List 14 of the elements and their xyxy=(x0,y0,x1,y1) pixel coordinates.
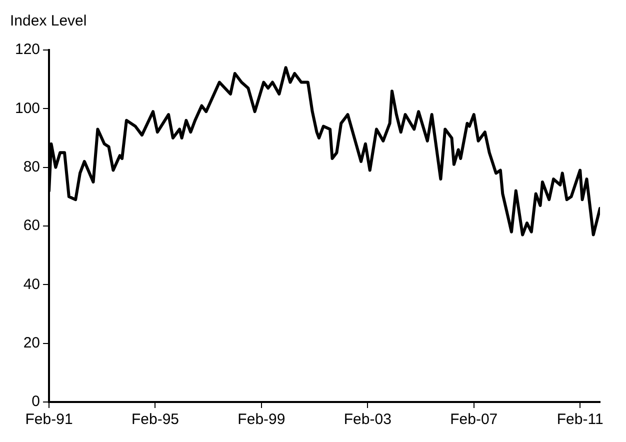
x-tick-label: Feb-99 xyxy=(238,411,286,428)
x-tick-label: Feb-03 xyxy=(344,411,392,428)
y-tick-label: 100 xyxy=(14,100,40,117)
x-tick-label: Feb-11 xyxy=(556,411,604,428)
y-tick-label: 80 xyxy=(23,158,40,176)
x-tick-label: Feb-91 xyxy=(25,411,73,428)
y-tick-label: 0 xyxy=(32,393,40,410)
y-axis-title: Index Level xyxy=(10,12,87,30)
y-tick-label: 40 xyxy=(23,276,40,293)
x-tick-label: Feb-95 xyxy=(131,411,180,428)
x-tick-label: Feb-07 xyxy=(450,411,498,428)
y-tick-label: 120 xyxy=(14,41,40,58)
y-tick-label: 60 xyxy=(23,217,40,234)
y-tick-label: 20 xyxy=(23,334,40,352)
